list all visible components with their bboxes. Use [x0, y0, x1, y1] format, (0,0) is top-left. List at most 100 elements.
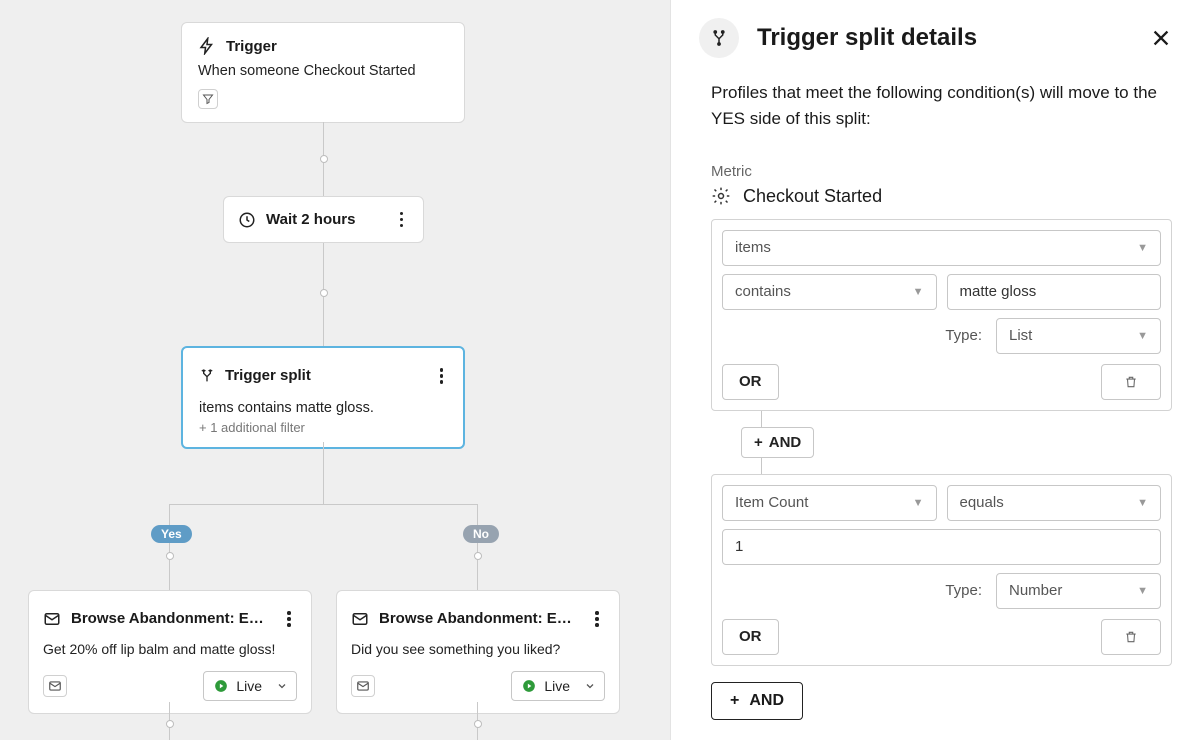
flow-canvas[interactable]: Trigger When someone Checkout Started Wa…	[0, 0, 670, 740]
type-select[interactable]: List ▼	[996, 318, 1161, 354]
email-node-yes[interactable]: Browse Abandonment: Email... Get 20% off…	[28, 590, 312, 714]
condition-block-2: Item Count ▼ equals ▼ Type: Number ▼ O	[711, 474, 1172, 666]
status-label: Live	[544, 678, 570, 694]
field-value: items	[735, 239, 771, 256]
split-icon-badge	[699, 18, 739, 58]
clock-icon	[238, 211, 256, 229]
chevron-down-icon: ▼	[1137, 497, 1148, 509]
plus-icon: +	[730, 692, 739, 710]
delete-button[interactable]	[1101, 619, 1161, 655]
split-menu-button[interactable]	[434, 362, 450, 390]
chevron-down-icon: ▼	[913, 497, 924, 509]
connector	[323, 243, 324, 291]
operator-select[interactable]: contains ▼	[722, 274, 937, 310]
plus-icon: +	[754, 434, 763, 451]
email-yes-menu-button[interactable]	[281, 605, 297, 633]
mail-icon	[351, 610, 369, 628]
field-select[interactable]: items ▼	[722, 230, 1161, 266]
connector	[323, 163, 324, 196]
email-no-menu-button[interactable]	[589, 605, 605, 633]
chevron-down-icon	[276, 680, 288, 692]
trigger-node[interactable]: Trigger When someone Checkout Started	[181, 22, 465, 123]
details-panel: Trigger split details Profiles that meet…	[670, 0, 1200, 740]
play-icon	[214, 679, 228, 693]
play-icon	[522, 679, 536, 693]
trash-icon	[1124, 630, 1138, 644]
mail-icon	[48, 679, 62, 693]
email-node-no[interactable]: Browse Abandonment: Email... Did you see…	[336, 590, 620, 714]
and-label: AND	[769, 434, 802, 451]
close-icon[interactable]	[1150, 27, 1172, 49]
and-label: AND	[749, 692, 784, 710]
field-value: Item Count	[735, 494, 808, 511]
connector	[323, 122, 324, 157]
gear-icon	[711, 186, 731, 206]
split-icon	[710, 29, 728, 47]
email-title: Browse Abandonment: Email...	[379, 610, 579, 627]
or-button[interactable]: OR	[722, 364, 779, 400]
trash-icon	[1124, 375, 1138, 389]
chevron-down-icon: ▼	[1137, 585, 1148, 597]
connector-dot[interactable]	[166, 720, 174, 728]
add-and-button[interactable]: + AND	[711, 682, 803, 720]
split-condition: items contains matte gloss.	[199, 400, 449, 416]
chevron-down-icon	[584, 680, 596, 692]
connector-dot[interactable]	[474, 552, 482, 560]
chevron-down-icon: ▼	[913, 286, 924, 298]
status-label: Live	[236, 678, 262, 694]
operator-value: contains	[735, 283, 791, 300]
wait-menu-button[interactable]	[394, 206, 410, 234]
chevron-down-icon: ▼	[1137, 330, 1148, 342]
filter-icon	[202, 93, 214, 105]
lightning-icon	[198, 37, 216, 55]
metric-name: Checkout Started	[743, 186, 882, 207]
yes-pill: Yes	[151, 525, 192, 543]
connector-dot[interactable]	[166, 552, 174, 560]
status-dropdown[interactable]: Live	[511, 671, 605, 701]
mail-icon	[43, 610, 61, 628]
type-value: List	[1009, 327, 1032, 344]
no-pill: No	[463, 525, 499, 543]
chevron-down-icon: ▼	[1137, 242, 1148, 254]
split-icon	[199, 368, 215, 384]
split-title: Trigger split	[225, 367, 424, 384]
mail-icon	[356, 679, 370, 693]
connector-dot[interactable]	[474, 720, 482, 728]
connector	[323, 442, 324, 504]
type-select[interactable]: Number ▼	[996, 573, 1161, 609]
email-type-chip[interactable]	[43, 675, 67, 697]
connector	[169, 560, 170, 590]
wait-text: Wait 2 hours	[266, 211, 394, 228]
type-label: Type:	[945, 327, 982, 344]
connector	[169, 504, 478, 505]
connector	[323, 297, 324, 346]
email-body: Did you see something you liked?	[351, 641, 605, 657]
field-select[interactable]: Item Count ▼	[722, 485, 937, 521]
condition-block-1: items ▼ contains ▼ Type: List ▼ OR	[711, 219, 1172, 411]
email-type-chip[interactable]	[351, 675, 375, 697]
value-input[interactable]	[722, 529, 1161, 565]
trigger-title: Trigger	[226, 38, 277, 55]
delete-button[interactable]	[1101, 364, 1161, 400]
split-more-filters: + 1 additional filter	[199, 420, 449, 435]
and-chip[interactable]: + AND	[741, 427, 814, 458]
status-dropdown[interactable]: Live	[203, 671, 297, 701]
or-button[interactable]: OR	[722, 619, 779, 655]
email-body: Get 20% off lip balm and matte gloss!	[43, 641, 297, 657]
value-input[interactable]	[947, 274, 1162, 310]
panel-description: Profiles that meet the following conditi…	[711, 80, 1172, 133]
operator-value: equals	[960, 494, 1004, 511]
type-value: Number	[1009, 582, 1062, 599]
connector-dot[interactable]	[320, 289, 328, 297]
metric-label: Metric	[711, 163, 1172, 180]
wait-node[interactable]: Wait 2 hours	[223, 196, 424, 243]
and-connector: + AND	[711, 411, 1172, 474]
operator-select[interactable]: equals ▼	[947, 485, 1162, 521]
filter-chip[interactable]	[198, 89, 218, 109]
trigger-text: When someone Checkout Started	[198, 63, 448, 79]
connector	[477, 560, 478, 590]
email-title: Browse Abandonment: Email...	[71, 610, 271, 627]
connector-dot[interactable]	[320, 155, 328, 163]
panel-title: Trigger split details	[757, 24, 1132, 52]
trigger-split-node[interactable]: Trigger split items contains matte gloss…	[181, 346, 465, 449]
